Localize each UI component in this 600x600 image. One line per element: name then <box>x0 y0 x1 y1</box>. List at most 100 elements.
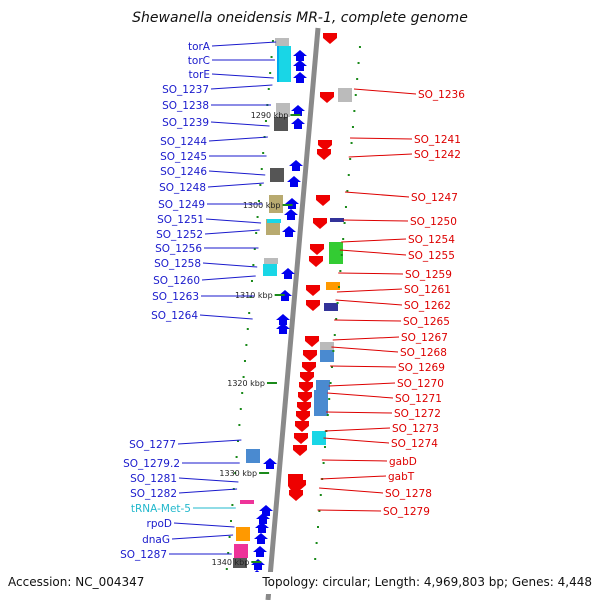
gene-block <box>264 258 278 264</box>
tick-mark <box>243 360 246 362</box>
gene-label-tore[interactable]: torE <box>189 69 211 81</box>
forward-gene-arrow <box>284 209 298 220</box>
gene-label-so-1241[interactable]: SO_1241 <box>414 134 461 146</box>
right-leader-line <box>334 319 402 322</box>
gene-label-so-1270[interactable]: SO_1270 <box>397 378 444 390</box>
gene-block <box>324 303 338 311</box>
gene-block <box>320 350 334 362</box>
gene-label-so-1236[interactable]: SO_1236 <box>418 89 465 101</box>
reverse-gene-arrow <box>306 285 320 296</box>
tick-mark <box>326 414 329 416</box>
reverse-gene-arrow <box>299 382 313 393</box>
gene-label-so-1269[interactable]: SO_1269 <box>398 362 445 374</box>
tick-mark <box>314 558 317 560</box>
gene-block <box>274 117 288 131</box>
right-leader-line <box>327 392 394 399</box>
tick-mark <box>245 344 248 346</box>
tick-mark <box>267 88 270 90</box>
tick-mark <box>241 392 244 394</box>
left-leader-line <box>178 477 239 483</box>
topology-text: Topology: circular; Length: 4,969,803 bp… <box>261 575 592 589</box>
gene-label-so-1250[interactable]: SO_1250 <box>410 216 457 228</box>
gene-label-so-1271[interactable]: SO_1271 <box>395 393 442 405</box>
tick-mark <box>262 152 265 154</box>
tick-mark <box>239 408 242 410</box>
left-leader-line <box>210 84 273 90</box>
right-leader-line <box>332 336 400 341</box>
gene-label-so-1282[interactable]: SO_1282 <box>130 488 177 500</box>
gene-label-so-1287[interactable]: SO_1287 <box>120 549 167 561</box>
tick-mark <box>316 526 319 528</box>
gene-block <box>236 527 250 541</box>
gene-label-so-1254[interactable]: SO_1254 <box>408 234 455 246</box>
tick-mark <box>346 190 349 192</box>
tick-mark <box>246 328 249 330</box>
gene-label-so-1273[interactable]: SO_1273 <box>392 423 439 435</box>
gene-label-gabt[interactable]: gabT <box>388 471 415 483</box>
gene-label-tora[interactable]: torA <box>188 41 211 53</box>
reverse-gene-arrow <box>297 402 311 413</box>
gene-block <box>320 342 334 350</box>
gene-label-so-1248[interactable]: SO_1248 <box>159 182 206 194</box>
gene-label-torc[interactable]: torC <box>188 55 210 67</box>
gene-label-so-1281[interactable]: SO_1281 <box>130 473 177 485</box>
gene-label-so-1242[interactable]: SO_1242 <box>414 149 461 161</box>
reverse-gene-arrow <box>298 392 312 403</box>
forward-gene-arrow <box>276 314 290 325</box>
gene-label-dnag[interactable]: dnaG <box>142 534 170 546</box>
right-leader-line <box>342 219 409 222</box>
gene-label-so-1260[interactable]: SO_1260 <box>153 275 200 287</box>
gene-label-so-1238[interactable]: SO_1238 <box>162 100 209 112</box>
gene-label-so-1244[interactable]: SO_1244 <box>160 136 207 148</box>
gene-block <box>329 242 343 264</box>
forward-gene-arrow <box>282 226 296 237</box>
gene-label-so-1239[interactable]: SO_1239 <box>162 117 209 129</box>
tick-mark <box>356 78 359 80</box>
gene-label-so-1246[interactable]: SO_1246 <box>160 166 207 178</box>
gene-block <box>338 88 352 102</box>
gene-label-so-1258[interactable]: SO_1258 <box>154 258 201 270</box>
tick-mark <box>256 216 259 218</box>
right-leader-line <box>353 88 417 95</box>
gene-label-so-1247[interactable]: SO_1247 <box>411 192 458 204</box>
gene-label-trna-met-5[interactable]: tRNA-Met-5 <box>131 503 191 515</box>
gene-label-so-1277[interactable]: SO_1277 <box>129 439 176 451</box>
gene-label-so-1255[interactable]: SO_1255 <box>408 250 455 262</box>
gene-label-so-1262[interactable]: SO_1262 <box>404 300 451 312</box>
scale-label: 1300 kbp <box>243 201 281 210</box>
gene-label-so-1274[interactable]: SO_1274 <box>391 438 438 450</box>
left-leader-line <box>210 121 270 127</box>
gene-label-so-1263[interactable]: SO_1263 <box>152 291 199 303</box>
gene-label-so-1252[interactable]: SO_1252 <box>156 229 203 241</box>
gene-label-so-1249[interactable]: SO_1249 <box>158 199 205 211</box>
tick-mark <box>249 296 252 298</box>
gene-label-so-1268[interactable]: SO_1268 <box>400 347 447 359</box>
gene-label-so-1265[interactable]: SO_1265 <box>403 316 450 328</box>
right-gene-labels: SO_1236 SO_1241 SO_1242 SO_1247 SO_1250 SO_12… <box>317 88 465 518</box>
gene-label-so-1261[interactable]: SO_1261 <box>404 284 451 296</box>
footer-background <box>0 572 600 594</box>
gene-label-so-1278[interactable]: SO_1278 <box>385 488 432 500</box>
gene-label-so-1264[interactable]: SO_1264 <box>151 310 198 322</box>
gene-label-so-1279[interactable]: SO_1279 <box>383 506 430 518</box>
gene-label-so-1251[interactable]: SO_1251 <box>157 214 204 226</box>
reverse-gene-arrow <box>305 336 319 347</box>
gene-label-so-1272[interactable]: SO_1272 <box>394 408 441 420</box>
gene-label-so-1256[interactable]: SO_1256 <box>155 243 202 255</box>
gene-label-so-1279-2[interactable]: SO_1279.2 <box>123 458 180 470</box>
gene-label-so-1237[interactable]: SO_1237 <box>162 84 209 96</box>
gene-label-rpod[interactable]: rpoD <box>147 518 173 530</box>
tick-mark <box>340 254 343 256</box>
left-leader-line <box>173 522 235 528</box>
tick-mark <box>238 424 241 426</box>
gene-label-gabd[interactable]: gabD <box>389 456 417 468</box>
gene-label-so-1267[interactable]: SO_1267 <box>401 332 448 344</box>
gene-block <box>314 390 328 416</box>
reverse-gene-arrow <box>317 149 331 160</box>
scale-label: 1320 kbp <box>227 379 265 388</box>
gene-label-so-1259[interactable]: SO_1259 <box>405 269 452 281</box>
gene-block <box>330 218 344 222</box>
tick-mark <box>337 286 340 288</box>
gene-label-so-1245[interactable]: SO_1245 <box>160 151 207 163</box>
left-leader-line <box>201 275 256 281</box>
